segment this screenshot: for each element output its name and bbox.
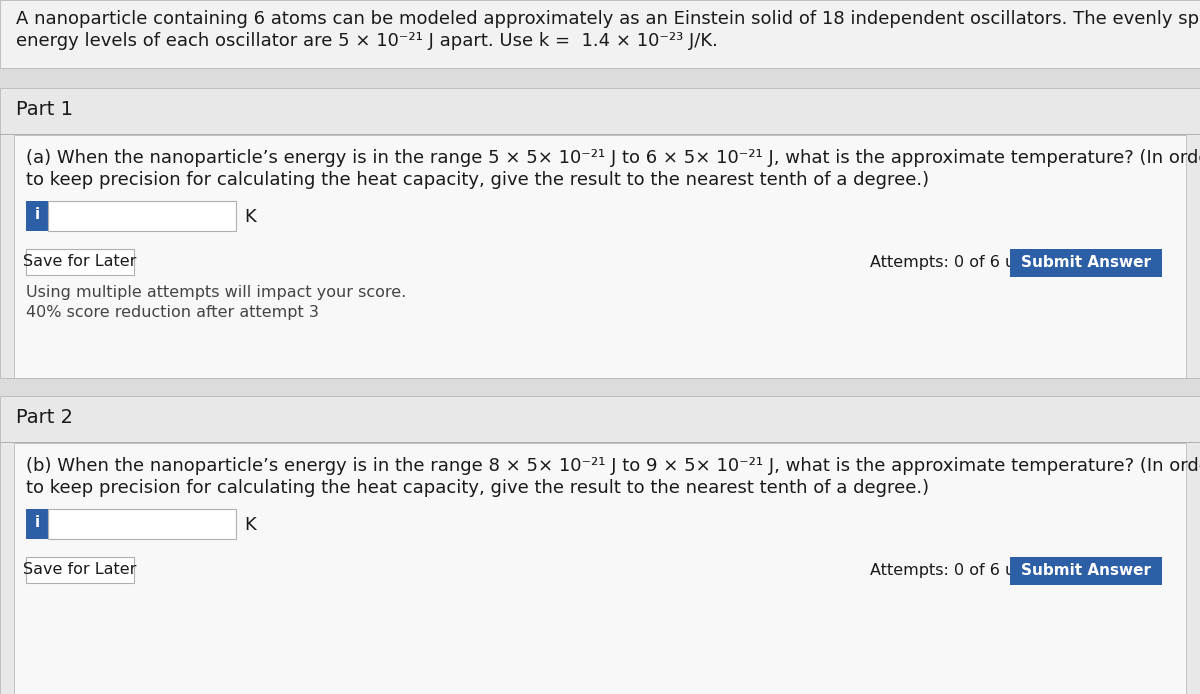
Text: Submit Answer: Submit Answer <box>1021 255 1151 270</box>
Text: i: i <box>35 207 40 222</box>
Bar <box>14 135 1186 378</box>
Bar <box>48 509 236 539</box>
Text: to keep precision for calculating the heat capacity, give the result to the near: to keep precision for calculating the he… <box>26 171 929 189</box>
Bar <box>0 68 1200 88</box>
Bar <box>0 134 1200 135</box>
Bar <box>0 0 1200 68</box>
Text: Submit Answer: Submit Answer <box>1021 563 1151 578</box>
Text: (a) When the nanoparticle’s energy is in the range 5 × 5× 10⁻²¹ J to 6 × 5× 10⁻²: (a) When the nanoparticle’s energy is in… <box>26 149 1200 167</box>
Text: i: i <box>35 515 40 530</box>
Bar <box>26 557 134 583</box>
Bar <box>14 443 1186 694</box>
Bar <box>26 509 48 539</box>
Text: to keep precision for calculating the heat capacity, give the result to the near: to keep precision for calculating the he… <box>26 479 929 497</box>
Text: Save for Later: Save for Later <box>23 562 137 577</box>
Bar <box>26 249 134 275</box>
Bar <box>1010 557 1162 585</box>
Text: 40% score reduction after attempt 3: 40% score reduction after attempt 3 <box>26 305 319 320</box>
Text: Attempts: 0 of 6 used: Attempts: 0 of 6 used <box>870 255 1044 270</box>
Bar <box>1010 249 1162 277</box>
Bar <box>0 378 1200 396</box>
Text: Part 1: Part 1 <box>16 100 73 119</box>
Text: energy levels of each oscillator are 5 × 10⁻²¹ J apart. Use k =  1.4 × 10⁻²³ J/K: energy levels of each oscillator are 5 ×… <box>16 32 718 50</box>
Text: Save for Later: Save for Later <box>23 254 137 269</box>
Text: (b) When the nanoparticle’s energy is in the range 8 × 5× 10⁻²¹ J to 9 × 5× 10⁻²: (b) When the nanoparticle’s energy is in… <box>26 457 1200 475</box>
Text: A nanoparticle containing 6 atoms can be modeled approximately as an Einstein so: A nanoparticle containing 6 atoms can be… <box>16 10 1200 28</box>
Bar <box>26 201 48 231</box>
Text: Part 2: Part 2 <box>16 408 73 427</box>
Bar <box>0 88 1200 378</box>
Bar <box>0 396 1200 694</box>
Text: Attempts: 0 of 6 used: Attempts: 0 of 6 used <box>870 563 1044 578</box>
Bar <box>48 201 236 231</box>
Text: K: K <box>244 208 256 226</box>
Text: Using multiple attempts will impact your score.: Using multiple attempts will impact your… <box>26 285 407 300</box>
Text: K: K <box>244 516 256 534</box>
Bar <box>0 442 1200 443</box>
